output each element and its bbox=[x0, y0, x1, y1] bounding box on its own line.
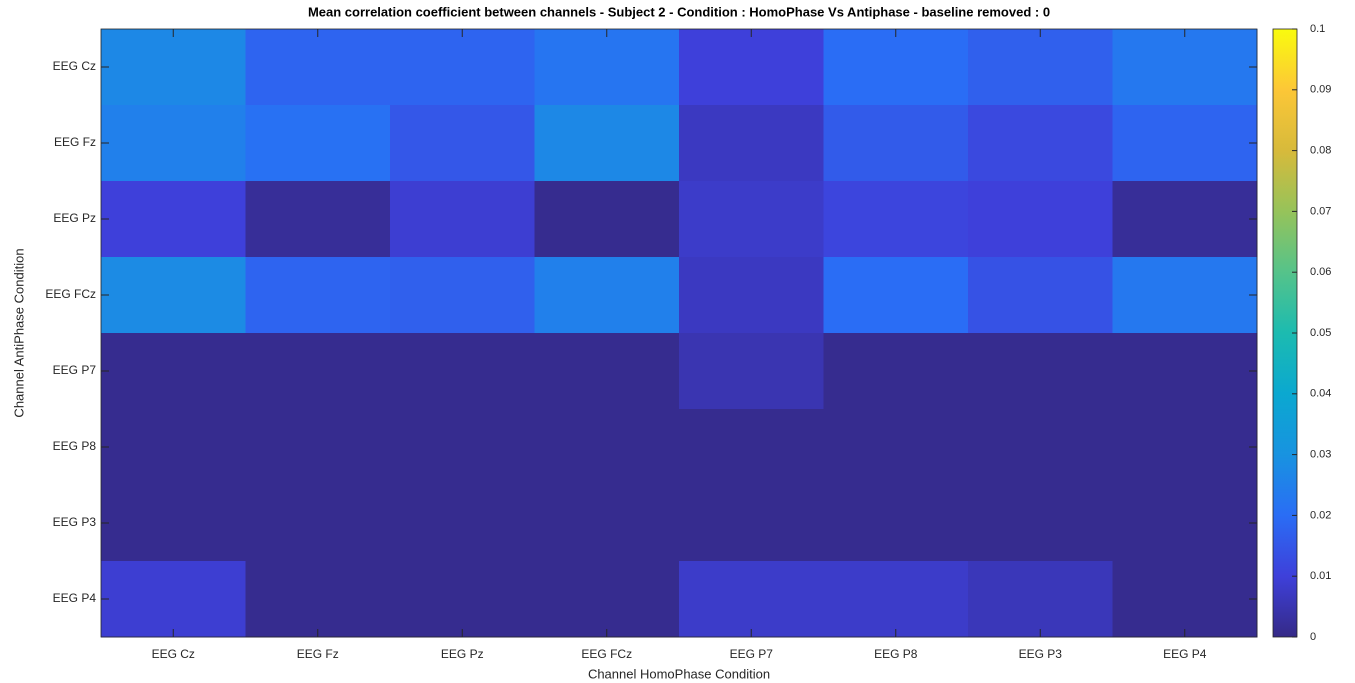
heatmap-cell bbox=[390, 257, 535, 334]
heatmap-cell bbox=[679, 105, 824, 182]
heatmap-cell bbox=[1112, 181, 1258, 258]
heatmap-cell bbox=[245, 257, 391, 334]
heatmap-cell bbox=[534, 105, 680, 182]
heatmap-cell bbox=[968, 105, 1113, 182]
y-tick-label: EEG Cz bbox=[53, 59, 96, 73]
heatmap-cell bbox=[823, 561, 969, 638]
heatmap-cell bbox=[679, 333, 824, 410]
colorbar-tick-label: 0.07 bbox=[1310, 205, 1331, 217]
heatmap-cell bbox=[101, 333, 246, 410]
heatmap-cell bbox=[534, 485, 680, 562]
heatmap-cell bbox=[534, 409, 680, 486]
heatmap-cell bbox=[823, 105, 969, 182]
heatmap-cell bbox=[1112, 485, 1258, 562]
colorbar-tick-label: 0.06 bbox=[1310, 266, 1331, 278]
colorbar-tick-label: 0.09 bbox=[1310, 84, 1331, 96]
heatmap-cell bbox=[534, 257, 680, 334]
heatmap-cell bbox=[245, 561, 391, 638]
heatmap-cell bbox=[679, 409, 824, 486]
heatmap-cell bbox=[968, 333, 1113, 410]
heatmap-cell bbox=[101, 181, 246, 258]
heatmap-cell bbox=[534, 561, 680, 638]
heatmap-cell bbox=[390, 409, 535, 486]
chart-title: Mean correlation coefficient between cha… bbox=[308, 4, 1050, 19]
heatmap-cell bbox=[101, 409, 246, 486]
colorbar-tick-label: 0.08 bbox=[1310, 145, 1331, 157]
colorbar-tick-label: 0.03 bbox=[1310, 449, 1331, 461]
heatmap-cell bbox=[823, 333, 969, 410]
heatmap-cell bbox=[534, 181, 680, 258]
heatmap-cell bbox=[101, 561, 246, 638]
x-tick-label: EEG P4 bbox=[1163, 647, 1207, 661]
x-tick-label: EEG Cz bbox=[152, 647, 195, 661]
heatmap-cell bbox=[390, 333, 535, 410]
heatmap-cell bbox=[534, 333, 680, 410]
heatmap-cell bbox=[390, 181, 535, 258]
heatmap-cell bbox=[823, 409, 969, 486]
heatmap-cell bbox=[101, 257, 246, 334]
heatmap-cell bbox=[245, 181, 391, 258]
plot-frame bbox=[100, 28, 1258, 638]
heatmap-cell bbox=[1112, 29, 1258, 106]
heatmap-cell bbox=[679, 257, 824, 334]
x-tick-label: EEG Fz bbox=[297, 647, 339, 661]
heatmap-cell bbox=[823, 257, 969, 334]
heatmap-cell bbox=[245, 29, 391, 106]
heatmap-cell bbox=[390, 29, 535, 106]
heatmap-cell bbox=[968, 257, 1113, 334]
colorbar-tick-label: 0.04 bbox=[1310, 388, 1331, 400]
heatmap-cell bbox=[101, 485, 246, 562]
heatmap-cell bbox=[968, 409, 1113, 486]
heatmap-cell bbox=[823, 181, 969, 258]
colorbar-tick-label: 0.05 bbox=[1310, 327, 1331, 339]
x-tick-label: EEG FCz bbox=[581, 647, 632, 661]
heatmap-cell bbox=[1112, 561, 1258, 638]
heatmap-cell bbox=[968, 561, 1113, 638]
colorbar-tick-label: 0.01 bbox=[1310, 570, 1331, 582]
colorbar-tick-label: 0.1 bbox=[1310, 23, 1325, 35]
x-axis-title: Channel HomoPhase Condition bbox=[588, 666, 770, 681]
heatmap-cell bbox=[101, 105, 246, 182]
heatmap-cell bbox=[1112, 333, 1258, 410]
heatmap-cell bbox=[245, 105, 391, 182]
heatmap-cell bbox=[679, 181, 824, 258]
x-tick-label: EEG P7 bbox=[730, 647, 774, 661]
y-tick-label: EEG P4 bbox=[53, 591, 97, 605]
heatmap-cell bbox=[390, 561, 535, 638]
heatmap-cell bbox=[823, 29, 969, 106]
colorbar-tick-label: 0 bbox=[1310, 631, 1316, 643]
heatmap-cell bbox=[679, 29, 824, 106]
heatmap-cell bbox=[1112, 105, 1258, 182]
heatmap-cell bbox=[823, 485, 969, 562]
heatmap-cell bbox=[245, 409, 391, 486]
colorbar-tick-label: 0.02 bbox=[1310, 509, 1331, 521]
heatmap-cell bbox=[968, 181, 1113, 258]
y-tick-label: EEG Pz bbox=[53, 211, 96, 225]
heatmap-cell bbox=[390, 105, 535, 182]
heatmap-cell bbox=[245, 485, 391, 562]
x-tick-label: EEG P3 bbox=[1019, 647, 1063, 661]
heatmap-cell bbox=[968, 29, 1113, 106]
x-tick-label: EEG P8 bbox=[874, 647, 918, 661]
heatmap-cell bbox=[245, 333, 391, 410]
y-axis-title: Channel AntiPhase Condition bbox=[11, 248, 26, 417]
y-tick-label: EEG Fz bbox=[54, 135, 96, 149]
heatmap-cell bbox=[679, 485, 824, 562]
y-tick-label: EEG FCz bbox=[45, 287, 96, 301]
heatmap-cell bbox=[1112, 257, 1258, 334]
heatmap-cell bbox=[390, 485, 535, 562]
y-tick-label: EEG P3 bbox=[53, 515, 97, 529]
heatmap-cell bbox=[534, 29, 680, 106]
y-tick-label: EEG P7 bbox=[53, 363, 97, 377]
heatmap-cell bbox=[1112, 409, 1258, 486]
heatmap-cell bbox=[679, 561, 824, 638]
x-tick-label: EEG Pz bbox=[441, 647, 484, 661]
y-tick-label: EEG P8 bbox=[53, 439, 97, 453]
heatmap-cell bbox=[968, 485, 1113, 562]
heatmap-cell bbox=[101, 29, 246, 106]
